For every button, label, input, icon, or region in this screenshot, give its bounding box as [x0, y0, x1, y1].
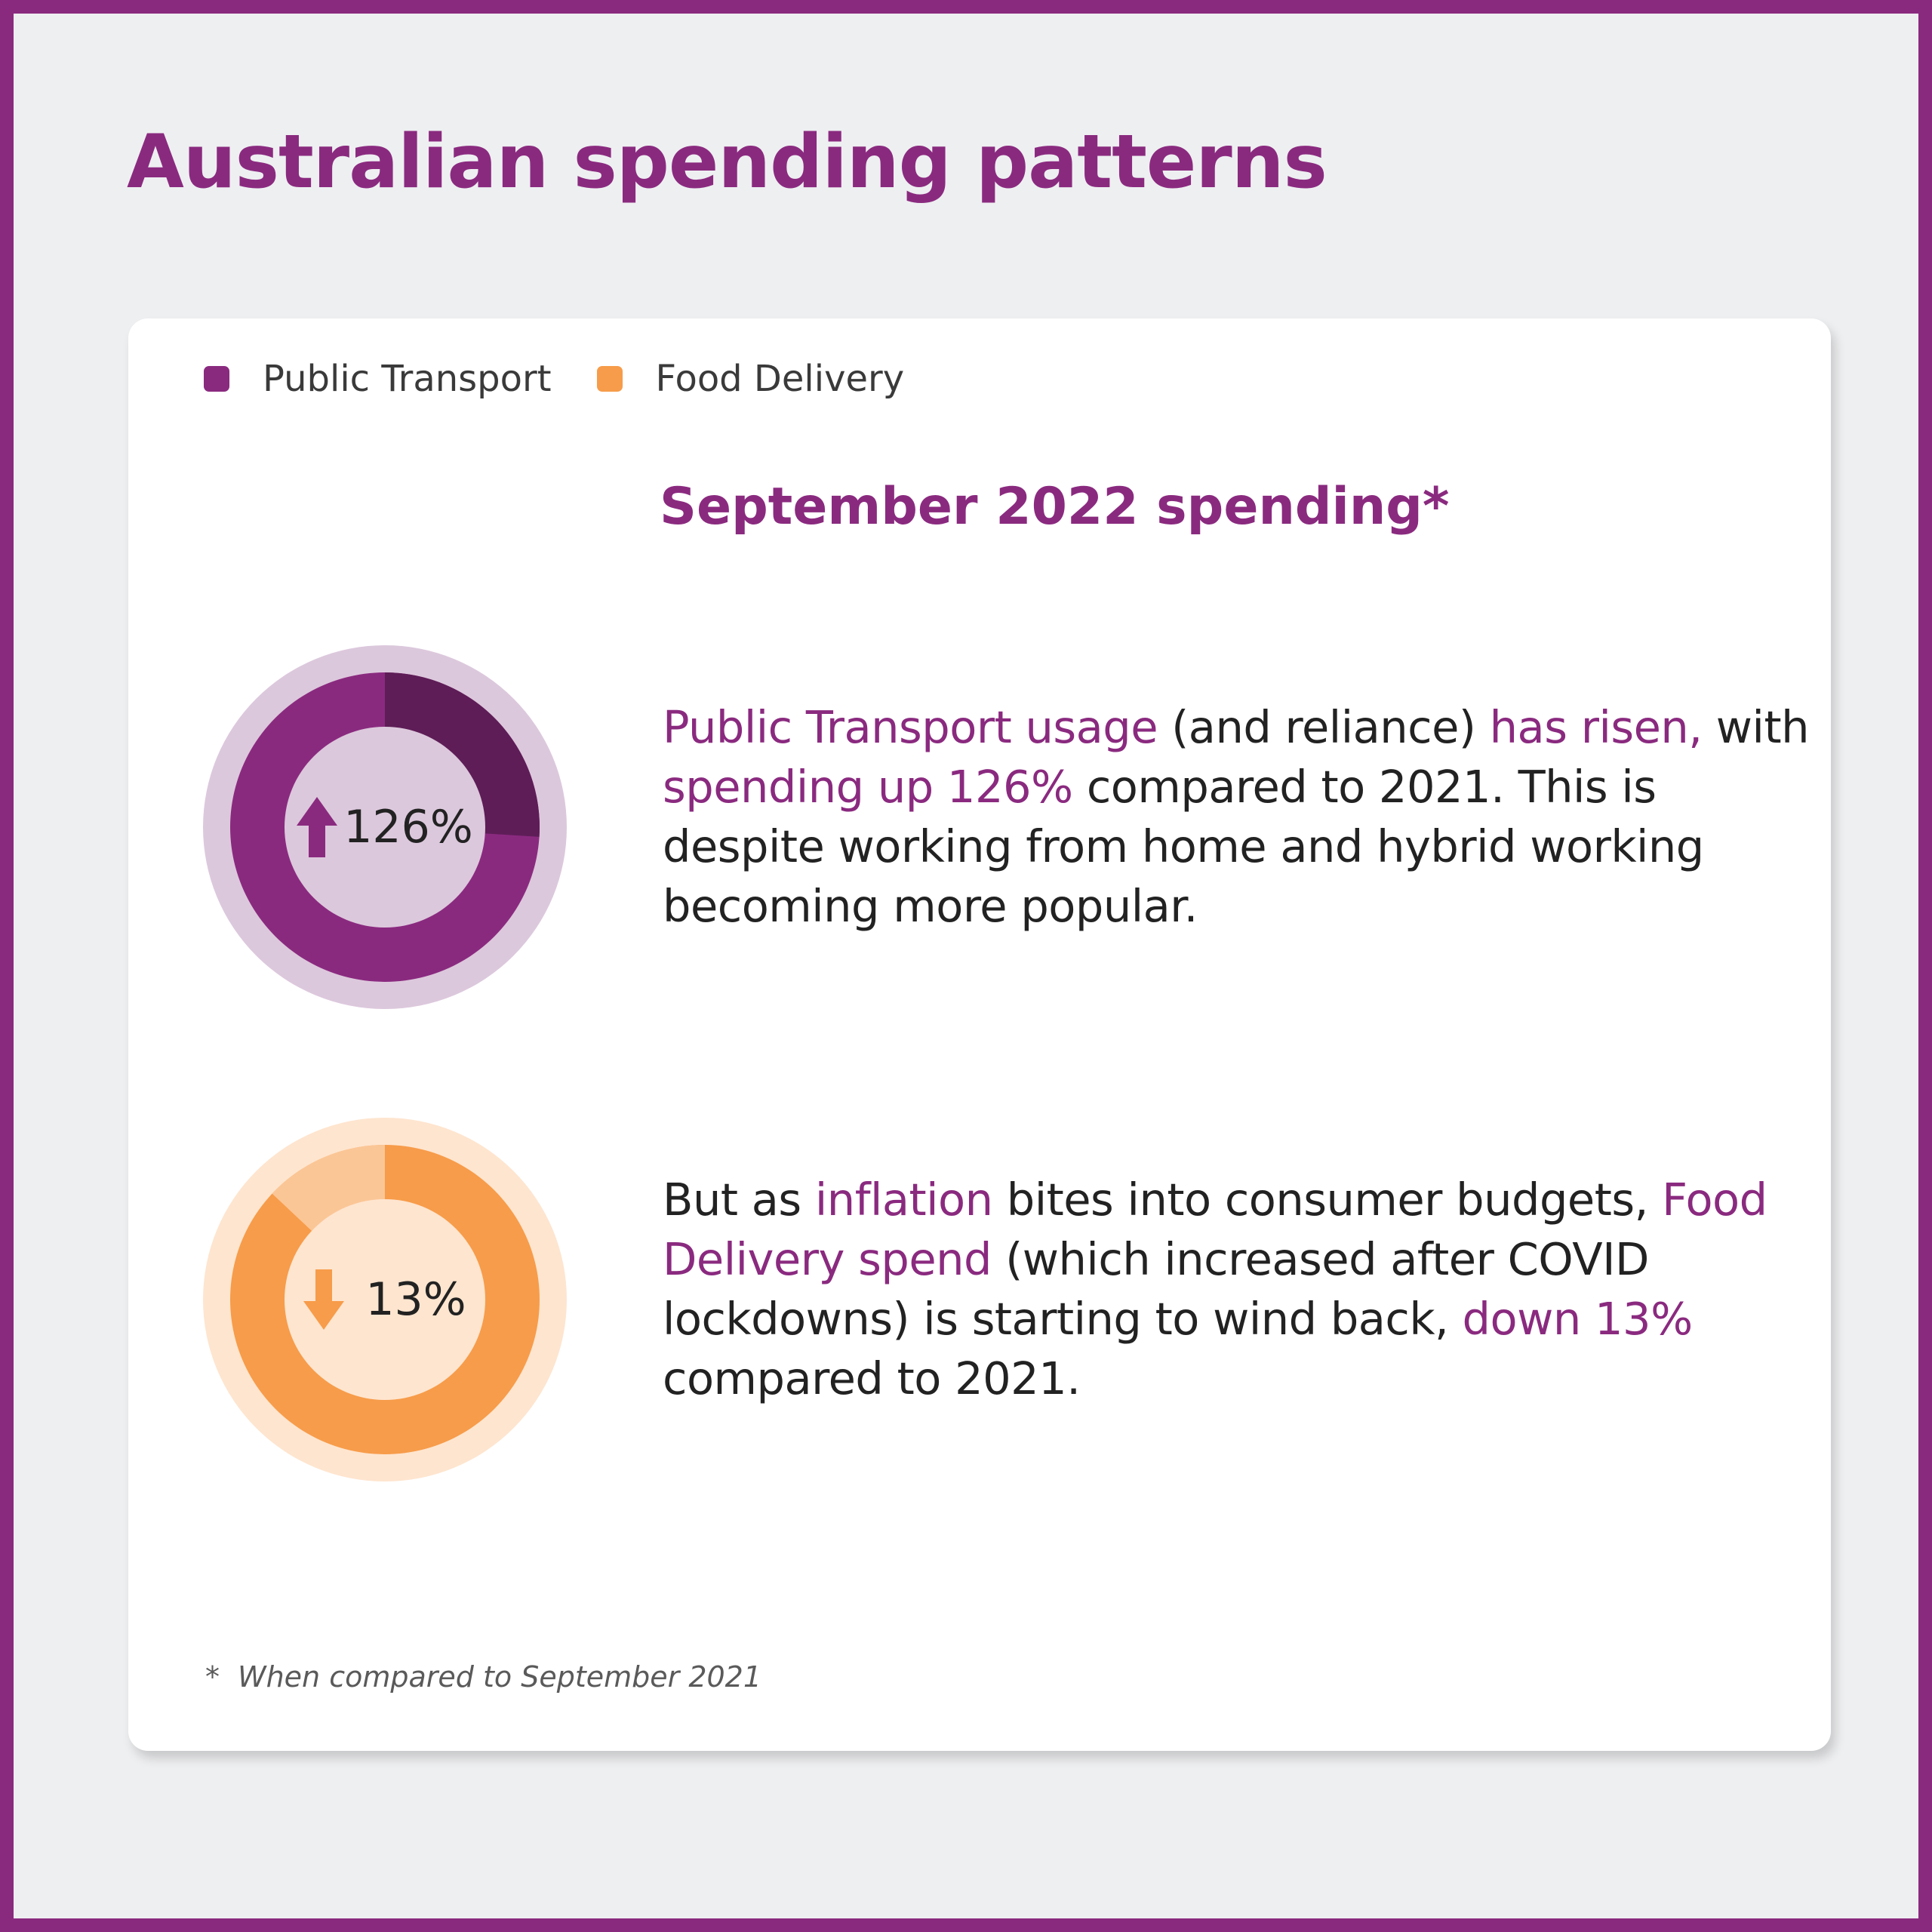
legend-label-public-transport: Public Transport	[263, 358, 552, 400]
food-paragraph: But as inflation bites into consumer bud…	[663, 1170, 1817, 1408]
food-delivery-donut-hole	[285, 1199, 485, 1400]
legend-item-public-transport: Public Transport	[204, 358, 552, 400]
food-text-4: Food Delivery spend	[663, 1174, 1767, 1285]
transport-text-6: compared to 2021. This is despite workin…	[663, 761, 1704, 932]
arrow-up-icon	[297, 797, 338, 857]
food-delivery-change-label: 13%	[365, 1273, 466, 1326]
transport-text-3: has risen,	[1489, 701, 1703, 753]
public-transport-change-label: 126%	[343, 801, 473, 854]
food-text-1: But as	[663, 1174, 815, 1226]
public-transport-center: 126%	[196, 638, 574, 1016]
transport-text-2: (and reliance)	[1158, 701, 1490, 753]
food-text-5: (which increased after COVID lockdowns) …	[663, 1233, 1649, 1345]
food-delivery-center: 13%	[196, 1111, 574, 1488]
food-text-2: inflation	[814, 1174, 993, 1226]
footnote-text: When compared to September 2021	[238, 1660, 762, 1694]
public-transport-donut: 126%	[196, 638, 574, 1016]
legend-swatch-food-delivery	[596, 366, 623, 392]
content-card: Public Transport Food Delivery September…	[128, 318, 1831, 1751]
arrow-down-icon	[303, 1269, 345, 1330]
legend-label-food-delivery: Food Delivery	[655, 358, 905, 400]
legend-item-food-delivery: Food Delivery	[596, 358, 905, 400]
food-text-6: down 13%	[1462, 1293, 1694, 1345]
legend: Public Transport Food Delivery	[204, 358, 949, 400]
public-transport-donut-hole	[285, 727, 485, 928]
public-transport-donut-svg	[203, 645, 567, 1009]
transport-text-5: spending up 126%	[663, 761, 1073, 813]
transport-paragraph: Public Transport usage (and reliance) ha…	[663, 697, 1817, 936]
page-title: Australian spending patterns	[127, 119, 1327, 205]
food-text-3: bites into consumer budgets,	[992, 1174, 1663, 1226]
legend-swatch-public-transport	[204, 366, 229, 392]
food-delivery-donut-svg	[203, 1118, 567, 1481]
footnote-marker: *	[205, 1660, 220, 1694]
transport-text-1: Public Transport usage	[663, 701, 1158, 753]
chart-subtitle: September 2022 spending*	[660, 477, 1450, 537]
food-text-7: compared to 2021.	[663, 1352, 1081, 1404]
transport-text-4: with	[1702, 701, 1810, 753]
footnote: * When compared to September 2021	[205, 1660, 761, 1694]
food-delivery-donut: 13%	[196, 1111, 574, 1488]
